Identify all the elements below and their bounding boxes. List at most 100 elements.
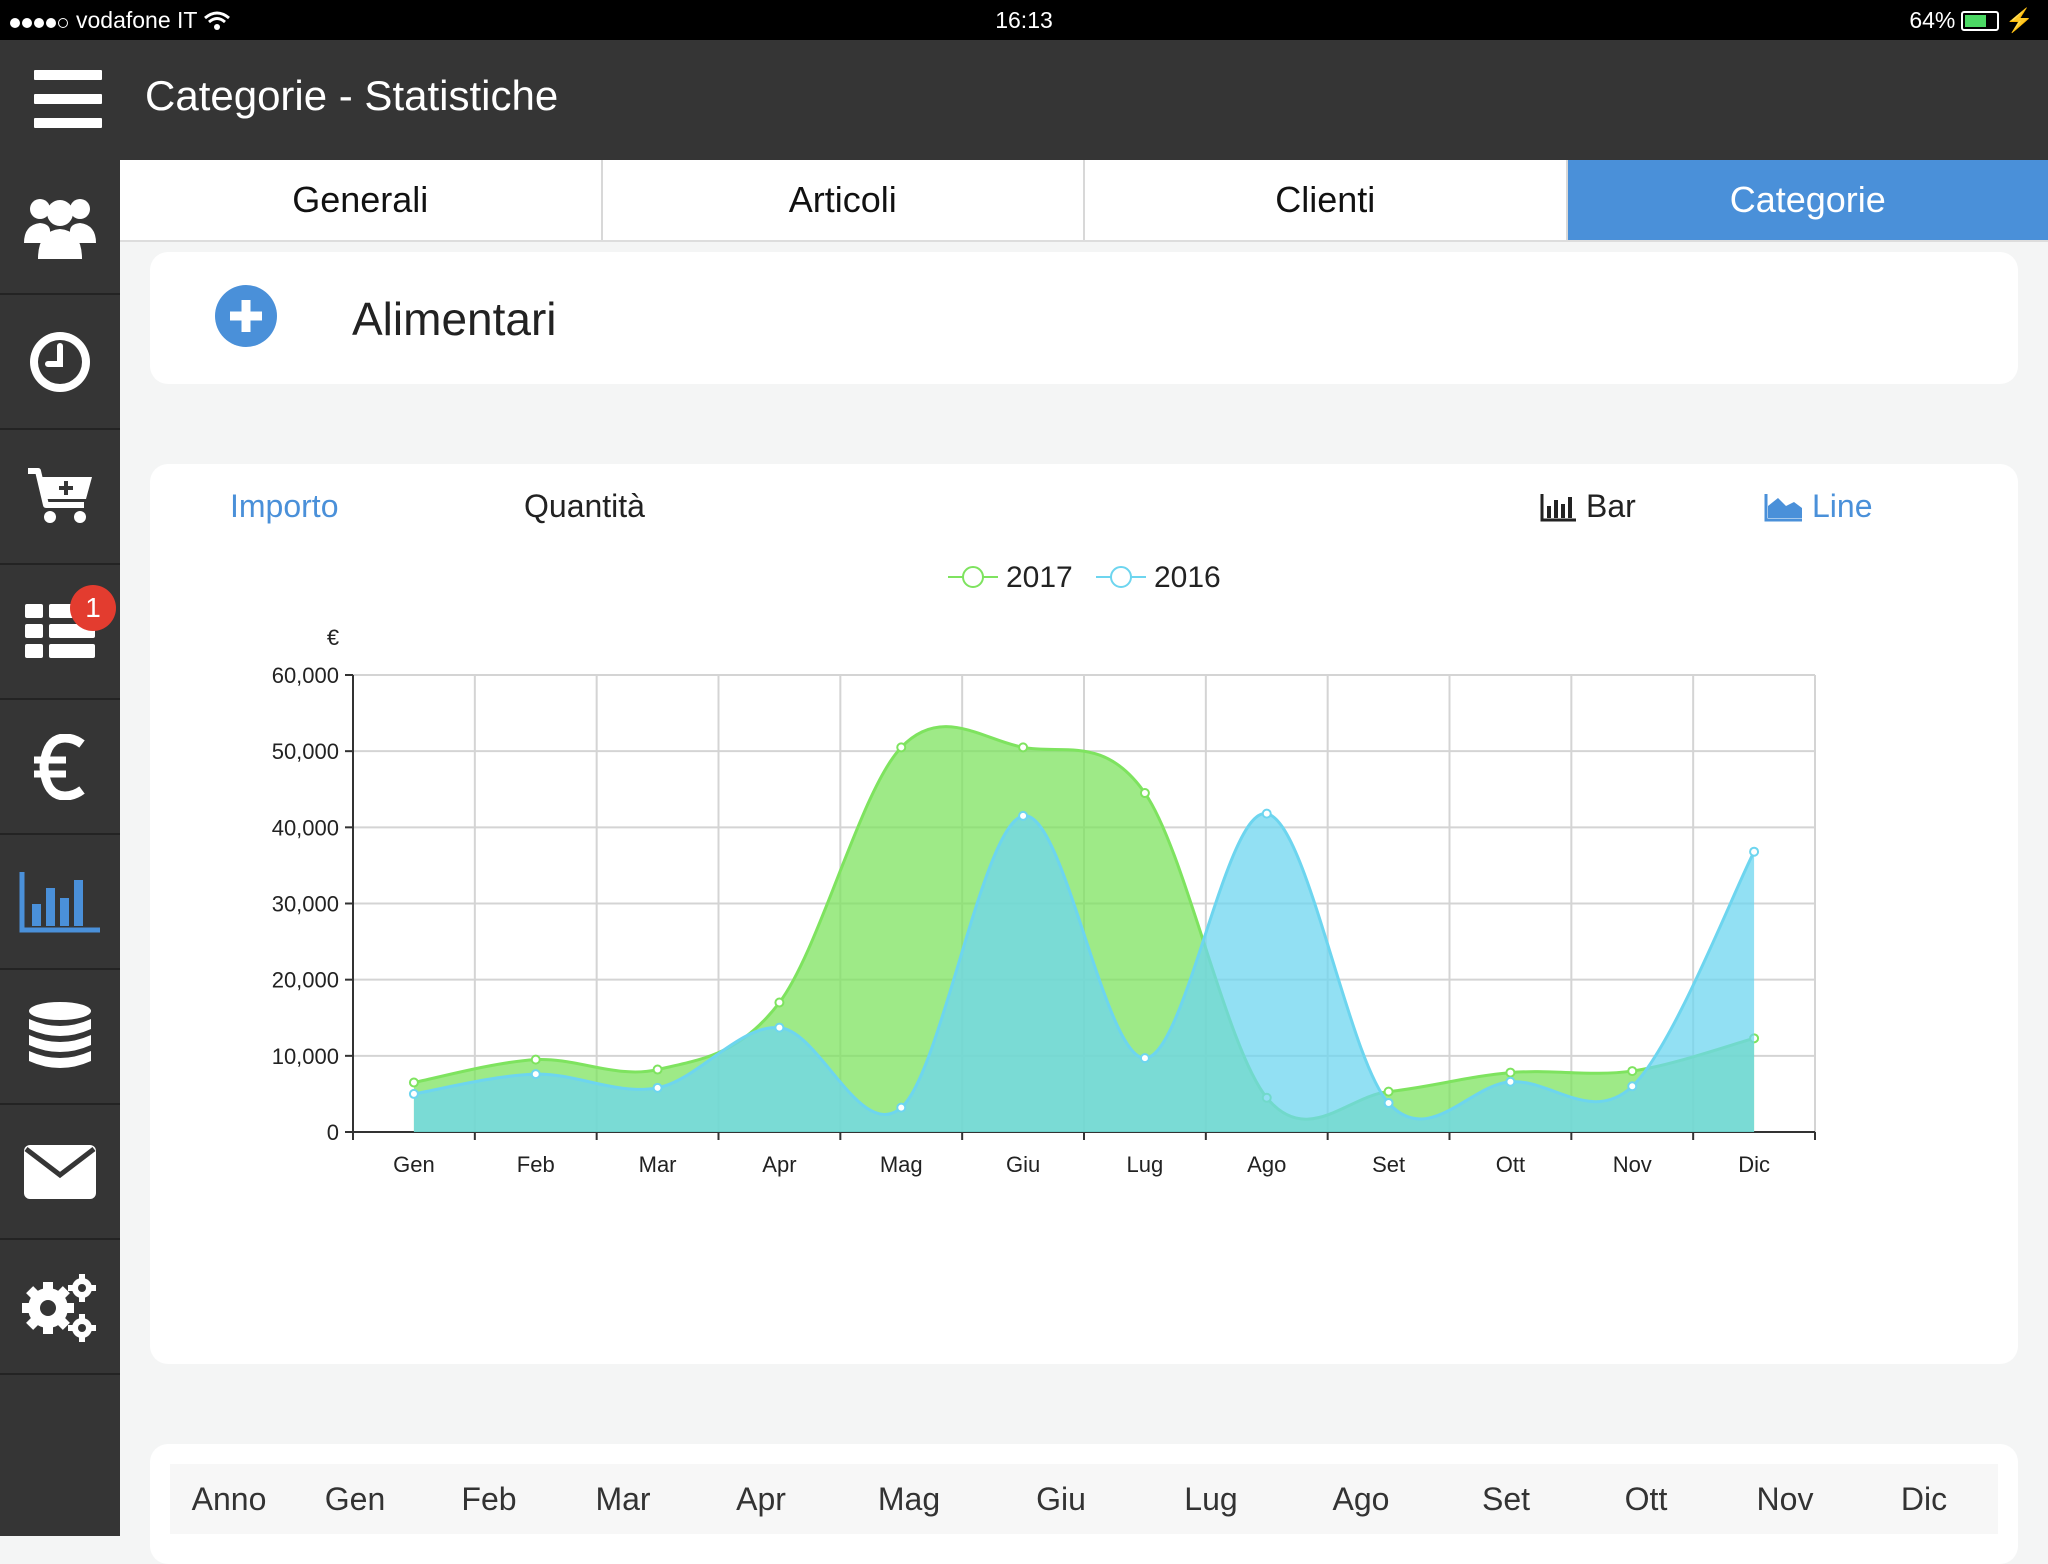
area-chart: 010,00020,00030,00040,00050,00060,000€Ge… [150,464,2018,1364]
y-tick-label: 0 [327,1120,339,1145]
tab-clienti[interactable]: Clienti [1085,160,1568,240]
area-chart-icon [1764,492,1804,522]
data-point [1628,1082,1636,1090]
x-tick-label: Lug [1127,1152,1164,1177]
sidebar-item-orders[interactable]: 1 [0,565,120,700]
legend-swatch-marker [1111,567,1131,587]
data-point [1019,812,1027,820]
table-header-anno: Anno [170,1481,288,1518]
data-point [532,1070,540,1078]
x-tick-label: Nov [1613,1152,1652,1177]
legend-label-2017: 2017 [1006,561,1073,594]
sidebar-item-mail[interactable] [0,1105,120,1240]
data-point [410,1090,418,1098]
bar-chart-icon [18,870,102,934]
y-tick-label: 50,000 [272,739,339,764]
x-tick-label: Giu [1006,1152,1040,1177]
status-bar: vodafone IT 16:13 64% ⚡ [0,0,2048,40]
table-header-gen: Gen [288,1481,422,1518]
chart-type-bar-label: Bar [1586,488,1636,525]
data-point [775,1024,783,1032]
sidebar-item-clients[interactable] [0,160,120,295]
data-point [1141,789,1149,797]
tab-articoli[interactable]: Articoli [603,160,1086,240]
y-tick-label: 30,000 [272,892,339,917]
table-header-giu: Giu [986,1481,1136,1518]
sidebar-item-settings[interactable] [0,1240,120,1375]
battery-percent: 64% [1909,7,1955,34]
app-header: Categorie - Statistiche [0,40,2048,160]
data-point [1506,1069,1514,1077]
sidebar-item-statistics[interactable] [0,835,120,970]
euro-icon [32,734,88,800]
table-header-ott: Ott [1576,1481,1716,1518]
x-tick-label: Ott [1496,1152,1525,1177]
tab-categorie[interactable]: Categorie [1568,160,2048,240]
cart-add-icon [24,465,96,529]
legend-label-2016: 2016 [1154,561,1221,594]
database-icon [27,1001,93,1073]
status-time: 16:13 [0,7,2048,34]
notification-badge: 1 [70,585,116,631]
category-name[interactable]: Alimentari [352,292,557,346]
table-header-mar: Mar [556,1481,690,1518]
mail-icon [22,1143,98,1201]
y-tick-label: 10,000 [272,1044,339,1069]
metric-quantita-tab[interactable]: Quantità [524,488,645,525]
sidebar-item-new-order[interactable] [0,430,120,565]
charging-icon: ⚡ [2005,7,2034,34]
data-point [1750,848,1758,856]
table-header-set: Set [1436,1481,1576,1518]
x-tick-label: Ago [1247,1152,1286,1177]
table-header-feb: Feb [422,1481,556,1518]
x-tick-label: Apr [762,1152,796,1177]
table-header-dic: Dic [1854,1481,1994,1518]
plus-circle-icon[interactable] [214,284,278,348]
data-point [775,999,783,1007]
data-point [654,1066,662,1074]
data-point [1385,1088,1393,1096]
legend-swatch-marker [963,567,983,587]
table-header-lug: Lug [1136,1481,1286,1518]
data-point [1628,1067,1636,1075]
x-tick-label: Mar [639,1152,677,1177]
x-tick-label: Mag [880,1152,923,1177]
bar-chart-icon [1540,492,1578,522]
data-point [532,1056,540,1064]
sidebar-item-database[interactable] [0,970,120,1105]
settings-gears-icon [20,1270,100,1344]
data-point [1019,743,1027,751]
y-tick-label: 20,000 [272,968,339,993]
x-tick-label: Feb [517,1152,555,1177]
sidebar-item-history[interactable] [0,295,120,430]
battery-icon [1961,11,1999,31]
chart-type-bar-button[interactable]: Bar [1540,488,1636,525]
y-tick-label: 60,000 [272,663,339,688]
chart-type-line-button[interactable]: Line [1764,488,1873,525]
sidebar-item-payments[interactable] [0,700,120,835]
clock-icon [26,328,94,396]
data-point [1263,810,1271,818]
statistics-tabs: Generali Articoli Clienti Categorie [120,160,2048,242]
hamburger-menu-icon[interactable] [34,70,102,128]
users-icon [20,191,100,263]
table-header-mag: Mag [832,1481,986,1518]
tab-generali[interactable]: Generali [120,160,603,240]
data-point [897,1104,905,1112]
metric-importo-tab[interactable]: Importo [230,488,338,525]
data-point [1141,1054,1149,1062]
data-point [1385,1099,1393,1107]
x-tick-label: Dic [1738,1152,1770,1177]
x-tick-label: Gen [393,1152,435,1177]
x-tick-label: Set [1372,1152,1405,1177]
y-axis-label: € [327,625,339,650]
sidebar: 1 [0,160,120,1536]
table-header-apr: Apr [690,1481,832,1518]
data-point [654,1084,662,1092]
data-point [897,743,905,751]
table-header-ago: Ago [1286,1481,1436,1518]
data-point [410,1078,418,1086]
